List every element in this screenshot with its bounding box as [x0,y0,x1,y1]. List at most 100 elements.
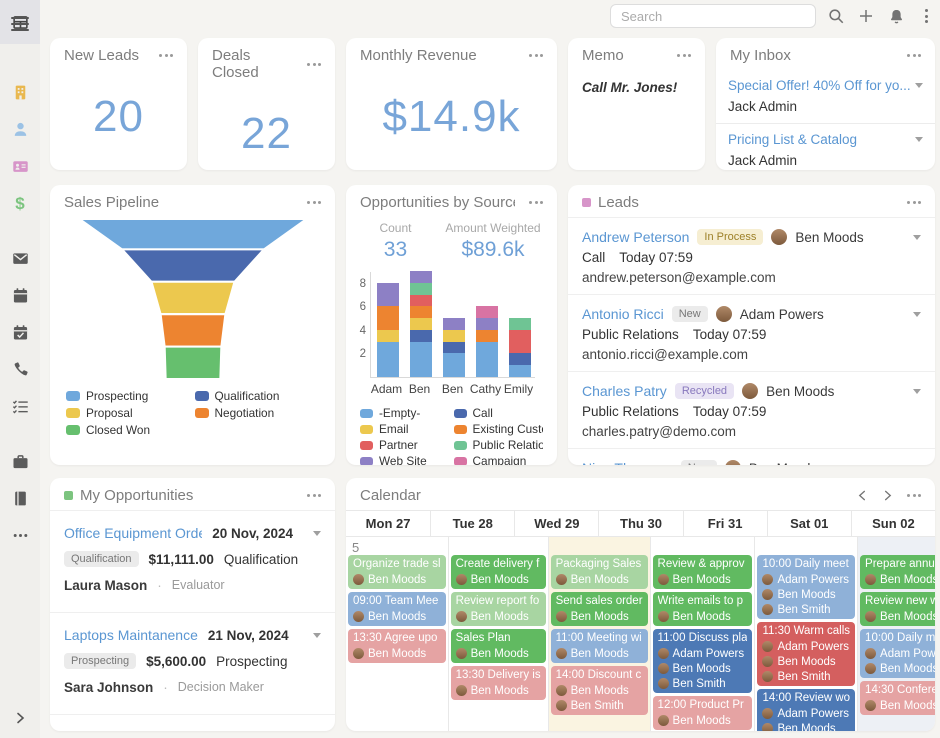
calendar-event[interactable]: Prepare annual r Ben Moods [860,555,935,589]
notifications-bell-icon[interactable] [884,4,908,28]
bar-segment[interactable] [376,282,399,307]
calendar-event[interactable]: Send sales order Ben Moods [550,592,648,626]
inbox-subject-link[interactable]: Special Offer! 40% Off for yo... [728,78,911,93]
bar-segment[interactable] [442,318,465,330]
calendar-event[interactable]: 14:00 Discount c Ben Moods Ben Smith [550,666,648,715]
bar-segment[interactable] [475,329,498,342]
calendar-day-header[interactable]: Mon 27 [365,516,411,531]
dashlet-menu-icon[interactable] [529,54,543,57]
dashlet-menu-icon[interactable] [677,54,691,57]
search-icon[interactable] [824,4,848,28]
calendar-event[interactable]: 12:00 Product Pr Ben Moods [652,696,753,730]
bar-segment[interactable] [475,318,498,330]
sidebar-item-calls[interactable] [0,351,40,388]
bar-segment[interactable] [409,294,432,307]
calendar-event[interactable]: 13:30 Agree upo Ben Moods [348,629,446,663]
calendar-day-column[interactable]: 10:00 Daily meet Adam Powers Ben Moods Ben … [754,537,857,731]
calendar-day-column[interactable]: Review & approv Ben Moods Write emails to … [649,537,755,731]
opportunity-name-link[interactable]: 25 Laptops for Stop&Shop [64,729,228,731]
sidebar-item-dashboard[interactable] [0,0,40,44]
calendar-event[interactable]: 09:00 Team Mee Ben Moods [348,592,446,626]
bar-segment[interactable] [409,329,432,342]
bar-segment[interactable] [508,318,531,330]
chevron-down-icon[interactable] [313,632,321,638]
opportunity-name-link[interactable]: Laptops Maintanence [64,627,198,643]
dashlet-menu-icon[interactable] [307,201,321,204]
sidebar-item-opportunities[interactable]: $ [0,185,40,222]
calendar-event[interactable]: 10:00 Daily meet Adam Powers Ben Moods [860,629,935,678]
chevron-down-icon[interactable] [913,311,921,317]
inbox-item[interactable]: Pricing List & Catalog Jack Admin [716,124,935,170]
bar-segment[interactable] [442,341,465,354]
calendar-event[interactable]: Sales Plan Ben Moods [450,629,546,663]
bar-segment[interactable] [475,341,498,377]
calendar-day-header[interactable]: Wed 29 [514,511,598,536]
bar-segment[interactable] [409,271,432,283]
dashlet-menu-icon[interactable] [307,62,321,66]
chevron-down-icon[interactable] [915,137,923,142]
lead-name-link[interactable]: Charles Patry [582,383,667,399]
bar-segment[interactable] [376,306,399,330]
calendar-day-header[interactable]: Thu 30 [598,511,682,536]
dashlet-menu-icon[interactable] [907,494,921,497]
lead-name-link[interactable]: Andrew Peterson [582,229,690,245]
calendar-next-icon[interactable] [882,490,893,501]
calendar-event[interactable]: Review new web Ben Moods [860,592,935,626]
calendar-event[interactable]: Organize trade sl Ben Moods [348,555,446,589]
calendar-day-column[interactable]: Prepare annual r Ben Moods Review new web B… [857,537,935,731]
sidebar-item-activities[interactable] [0,314,40,351]
calendar-day-column[interactable]: 5 Organize trade sl Ben Moods 09:00 Team Me… [346,537,448,731]
dashlet-menu-icon[interactable] [907,54,921,57]
chevron-down-icon[interactable] [915,83,923,88]
calendar-event[interactable]: 11:00 Discuss pla Adam Powers Ben Moods Ben… [652,629,753,693]
calendar-event[interactable]: Create delivery f Ben Moods [450,555,546,589]
bar-segment[interactable] [475,306,498,319]
quick-create-icon[interactable] [854,4,878,28]
dashlet-menu-icon[interactable] [159,54,173,57]
sidebar-item-accounts[interactable] [0,74,40,111]
dashlet-menu-icon[interactable] [307,494,321,497]
bar-segment[interactable] [409,282,432,295]
global-menu-kebab-icon[interactable] [914,4,938,28]
calendar-event[interactable]: 13:30 Delivery is Ben Moods [450,666,546,700]
search-input[interactable] [610,4,816,28]
bar-segment[interactable] [376,341,399,377]
bar-segment[interactable] [442,329,465,342]
calendar-event[interactable]: 11:00 Meeting wi Ben Moods [550,629,648,663]
bar-segment[interactable] [442,353,465,377]
sidebar-item-calendar[interactable] [0,277,40,314]
sidebar-collapse-button[interactable] [0,704,40,732]
dashlet-menu-icon[interactable] [907,201,921,204]
calendar-event[interactable]: 10:00 Daily meet Adam Powers Ben Moods Ben … [757,555,856,619]
calendar-event[interactable]: 11:30 Warm calls Adam Powers Ben Moods Ben … [757,622,856,686]
chevron-down-icon[interactable] [913,234,921,240]
bar-segment[interactable] [409,341,432,377]
sidebar-item-knowledge-base[interactable] [0,480,40,517]
dashlet-menu-icon[interactable] [529,201,543,204]
sidebar-item-more[interactable] [0,517,40,554]
calendar-day-header[interactable]: Tue 28 [430,511,514,536]
sidebar-item-contacts[interactable] [0,111,40,148]
sidebar-item-cases[interactable] [0,443,40,480]
sidebar-item-leads[interactable] [0,148,40,185]
calendar-day-column[interactable]: Packaging Sales Ben Moods Send sales order… [547,537,650,731]
calendar-day-header[interactable]: Sun 02 [850,511,935,536]
calendar-day-header[interactable]: Fri 31 [682,511,767,536]
calendar-event[interactable]: Review report fo Ben Moods [450,592,546,626]
calendar-day-header[interactable]: Sat 01 [766,511,851,536]
chevron-down-icon[interactable] [313,530,321,536]
chevron-down-icon[interactable] [913,388,921,394]
calendar-prev-icon[interactable] [857,490,868,501]
bar-segment[interactable] [508,365,531,377]
calendar-event[interactable]: Write emails to p Ben Moods [652,592,753,626]
bar-segment[interactable] [409,306,432,319]
bar-segment[interactable] [376,329,399,342]
calendar-event[interactable]: 14:00 Review wo Adam Powers Ben Moods [757,689,856,731]
menu-icon[interactable] [11,17,29,31]
lead-name-link[interactable]: Nina Thomson [582,460,673,465]
bar-segment[interactable] [409,318,432,330]
lead-name-link[interactable]: Antonio Ricci [582,306,664,322]
calendar-event[interactable]: 14:30 Conferenc Ben Moods [860,681,935,715]
sidebar-item-tasks[interactable] [0,388,40,425]
inbox-item[interactable]: Special Offer! 40% Off for yo... Jack Adm… [716,70,935,124]
